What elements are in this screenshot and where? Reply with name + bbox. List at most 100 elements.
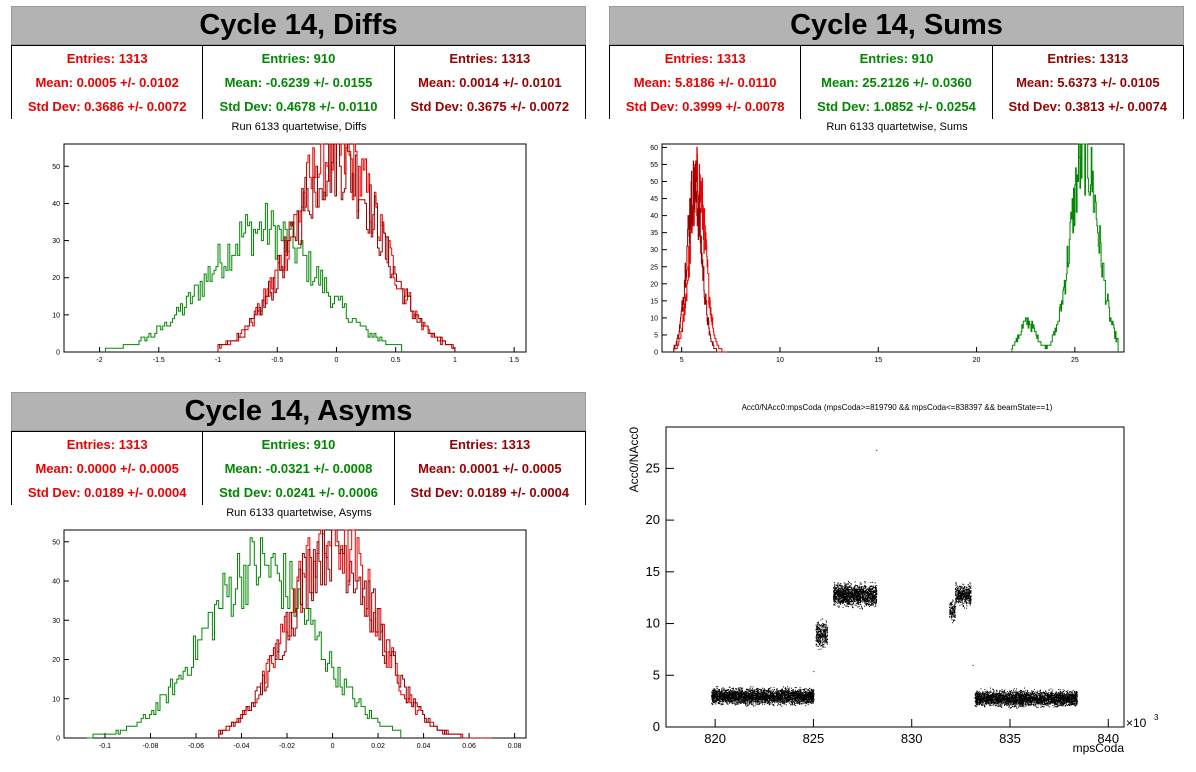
scatter-point: [761, 696, 763, 698]
scatter-point: [825, 624, 827, 626]
scatter-point: [718, 696, 720, 698]
scatter-point: [870, 593, 872, 595]
scatter-point: [836, 595, 838, 597]
scatter-point: [779, 696, 781, 698]
scatter-point: [871, 600, 873, 602]
scatter-point: [766, 690, 768, 692]
scatter-point: [811, 699, 813, 701]
scatter-point: [812, 697, 814, 699]
scatter-point: [746, 689, 747, 690]
scatter-point: [792, 696, 794, 698]
scatter-point: [873, 585, 874, 587]
scatter-point: [728, 699, 730, 701]
scatter-point: [869, 604, 871, 606]
scatter-point: [865, 589, 867, 591]
scatter-point: [795, 698, 797, 699]
scatter-point: [726, 699, 728, 701]
scatter-point: [771, 694, 773, 696]
scatter-point: [865, 604, 867, 606]
scatter-point: [860, 596, 862, 598]
scatter-point: [788, 692, 789, 694]
scatter-point: [769, 702, 771, 704]
histogram-series: [217, 143, 456, 352]
scatter-point: [750, 693, 752, 695]
scatter-point: [779, 697, 781, 699]
scatter-point: [717, 693, 719, 695]
stat-entries: Entries: 1313: [449, 436, 531, 452]
scatter-point: [733, 699, 735, 701]
scatter-point: [863, 590, 865, 592]
scatter-point: [846, 597, 848, 599]
scatter-point: [782, 690, 784, 692]
scatter-point: [728, 694, 730, 695]
scatter-point: [774, 702, 776, 704]
scatter-point: [836, 588, 838, 590]
scatter-point: [744, 698, 746, 700]
scatter-point: [822, 624, 824, 626]
scatter-point: [844, 597, 846, 599]
scatter-point: [729, 695, 731, 696]
scatter-point: [775, 692, 777, 694]
scatter-point: [780, 693, 782, 695]
scatter-point: [867, 589, 869, 591]
scatter-point: [817, 627, 819, 629]
scatter-point: [776, 693, 777, 695]
scatter-point: [721, 697, 723, 699]
scatter-point: [842, 599, 844, 601]
scatter-point: [803, 693, 805, 695]
scatter-point: [747, 692, 749, 694]
scatter-point: [874, 591, 876, 593]
scatter-point: [770, 687, 772, 689]
scatter-point: [816, 628, 818, 629]
scatter-point: [815, 628, 817, 630]
scatter-point: [740, 694, 742, 696]
scatter-point: [868, 594, 870, 596]
scatter-point: [745, 698, 747, 699]
scatter-point: [727, 694, 729, 696]
scatter-point: [845, 588, 847, 590]
scatter-point: [766, 693, 768, 695]
scatter-point: [868, 599, 870, 601]
scatter-point: [747, 692, 749, 694]
scatter-point: [765, 692, 767, 694]
scatter-point: [720, 699, 722, 700]
scatter-point: [759, 688, 761, 690]
x-axis-multiplier-exponent: 3: [1154, 713, 1159, 722]
scatter-point: [845, 601, 847, 603]
scatter-point: [824, 634, 826, 636]
scatter-point: [861, 597, 863, 599]
x-tick-label: -1: [215, 357, 221, 364]
scatter-point: [868, 597, 870, 599]
scatter-point: [739, 687, 741, 689]
scatter-point: [822, 625, 824, 627]
scatter-point: [823, 629, 825, 631]
scatter-point: [815, 624, 817, 626]
scatter-point: [724, 695, 726, 697]
scatter-point: [775, 698, 776, 700]
scatter-point: [802, 695, 804, 697]
scatter-point: [795, 693, 797, 695]
scatter-point: [845, 586, 847, 588]
scatter-point: [774, 692, 776, 694]
scatter-point: [727, 694, 729, 695]
stat-entries: Entries: 910: [261, 50, 336, 66]
scatter-point: [722, 696, 724, 698]
scatter-point: [854, 586, 856, 588]
scatter-point: [789, 690, 791, 692]
scatter-point: [786, 701, 788, 703]
scatter-point: [795, 687, 797, 689]
scatter-point: [753, 690, 755, 692]
scatter-point: [777, 694, 779, 696]
scatter-point: [750, 702, 752, 704]
scatter-point: [782, 693, 784, 695]
diffs-panel: Cycle 14, Diffs Entries: 1313 Mean: 0.00…: [0, 0, 598, 380]
scatter-point: [799, 699, 801, 700]
scatter-point: [755, 694, 757, 696]
scatter-point: [738, 695, 740, 697]
scatter-point: [869, 598, 871, 600]
scatter-point: [825, 623, 827, 625]
scatter-point: [727, 699, 729, 701]
scatter-point: [859, 582, 861, 584]
scatter-point: [737, 703, 739, 705]
